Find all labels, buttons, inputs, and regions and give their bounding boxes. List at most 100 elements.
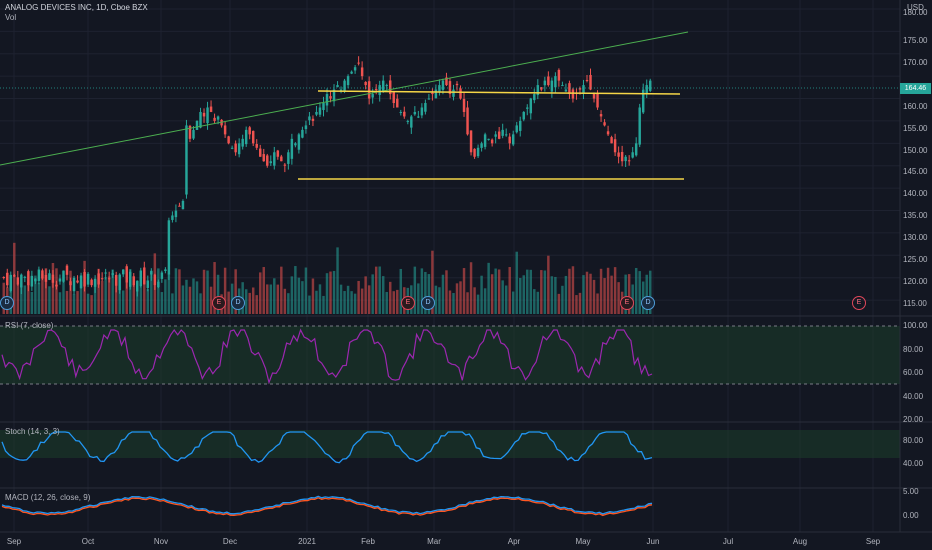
volume-bar bbox=[262, 267, 265, 314]
volume-bar bbox=[30, 291, 34, 314]
candle-body bbox=[329, 96, 332, 99]
earnings-marker[interactable]: E bbox=[620, 296, 634, 310]
candle-body bbox=[199, 111, 202, 128]
volume-bar bbox=[529, 269, 533, 314]
volume-bar bbox=[315, 290, 318, 314]
volume-bar bbox=[480, 275, 483, 314]
candle-body bbox=[649, 80, 652, 91]
candle-body bbox=[65, 265, 69, 275]
volume-bar bbox=[441, 274, 445, 314]
rsi-tick: 20.00 bbox=[903, 415, 924, 424]
candle-body bbox=[403, 111, 406, 117]
rsi-pane[interactable] bbox=[0, 325, 900, 385]
candle-body bbox=[202, 112, 206, 117]
stoch-label[interactable]: Stoch (14, 3, 3) bbox=[5, 427, 60, 436]
macd-pane[interactable] bbox=[1, 495, 653, 517]
volume-bar bbox=[571, 266, 575, 314]
candle-body bbox=[438, 85, 441, 92]
candle-body bbox=[58, 278, 62, 282]
price-tick: 155.00 bbox=[903, 124, 928, 133]
volume-bar bbox=[575, 295, 578, 314]
volume-bar bbox=[206, 270, 209, 314]
price-tick: 140.00 bbox=[903, 189, 928, 198]
price-tick: 170.00 bbox=[903, 58, 928, 67]
candle-body bbox=[181, 200, 185, 210]
dividend-marker[interactable]: D bbox=[0, 296, 14, 310]
volume-bar bbox=[192, 278, 195, 314]
candle-body bbox=[557, 69, 561, 81]
candle-body bbox=[118, 274, 121, 291]
candle-body bbox=[167, 220, 171, 275]
candle-body bbox=[146, 280, 150, 288]
volume-bar bbox=[455, 283, 459, 314]
candle-body bbox=[322, 103, 325, 111]
volume-bar bbox=[174, 268, 178, 314]
volume-bar bbox=[273, 278, 276, 314]
candle-body bbox=[318, 107, 322, 115]
candle-body bbox=[431, 92, 434, 95]
volume-label[interactable]: Vol bbox=[5, 13, 17, 22]
candle-body bbox=[589, 74, 592, 90]
volume-bar bbox=[227, 291, 230, 314]
candle-body bbox=[185, 125, 188, 195]
drawn-lines[interactable] bbox=[0, 31, 900, 180]
time-tick: Jun bbox=[646, 537, 660, 546]
candle-body bbox=[139, 270, 143, 287]
symbol-title[interactable]: ANALOG DEVICES INC, 1D, Cboe BZX bbox=[5, 3, 148, 12]
macd-line bbox=[1, 495, 653, 515]
volume-bar bbox=[223, 267, 227, 314]
earnings-marker[interactable]: E bbox=[401, 296, 415, 310]
candle-body bbox=[34, 278, 37, 282]
dividend-marker[interactable]: D bbox=[421, 296, 435, 310]
volume-bar bbox=[114, 276, 118, 314]
candle-body bbox=[129, 271, 132, 287]
time-tick: Nov bbox=[153, 537, 169, 546]
macd-label[interactable]: MACD (12, 26, close, 9) bbox=[5, 493, 91, 502]
volume-bar bbox=[420, 268, 424, 314]
candle-body bbox=[104, 272, 107, 274]
candle-body bbox=[543, 80, 547, 86]
volume-bar bbox=[364, 276, 367, 314]
candle-body bbox=[406, 120, 410, 122]
candle-body bbox=[259, 148, 262, 157]
candle-body bbox=[223, 125, 227, 135]
volume-bar bbox=[374, 266, 378, 314]
candle-body bbox=[9, 274, 13, 291]
candles[interactable] bbox=[2, 56, 652, 297]
dividend-marker[interactable]: D bbox=[641, 296, 655, 310]
volume-bar bbox=[332, 270, 336, 314]
candle-body bbox=[508, 136, 511, 144]
candle-body bbox=[287, 152, 290, 164]
earnings-marker[interactable]: E bbox=[852, 296, 866, 310]
candle-body bbox=[631, 152, 634, 158]
earnings-marker[interactable]: E bbox=[212, 296, 226, 310]
candle-body bbox=[276, 150, 280, 157]
volume-bar bbox=[645, 274, 648, 314]
volume-bar bbox=[649, 270, 652, 314]
rsi-label[interactable]: RSI (7, close) bbox=[5, 321, 54, 330]
volume-bar bbox=[385, 291, 388, 314]
candle-body bbox=[332, 89, 336, 102]
volume-bar bbox=[515, 251, 518, 314]
candle-body bbox=[262, 154, 265, 162]
candle-body bbox=[389, 80, 392, 95]
volume-bar bbox=[459, 281, 462, 314]
candle-body bbox=[641, 89, 645, 113]
volume-bar bbox=[543, 270, 547, 314]
dividend-marker[interactable]: D bbox=[231, 296, 245, 310]
candle-body bbox=[529, 98, 533, 114]
candle-body bbox=[564, 89, 568, 92]
candle-body bbox=[37, 269, 41, 281]
stoch-pane[interactable] bbox=[0, 430, 900, 464]
volume-bar bbox=[603, 278, 606, 314]
volume-bar bbox=[276, 284, 280, 314]
candle-body bbox=[424, 103, 427, 112]
volume-bar bbox=[452, 293, 455, 314]
candle-body bbox=[504, 134, 508, 136]
time-tick: Aug bbox=[792, 537, 808, 546]
time-tick: Feb bbox=[361, 537, 375, 546]
candle-body bbox=[336, 85, 339, 88]
candle-body bbox=[248, 127, 251, 135]
candle-body bbox=[178, 205, 181, 207]
